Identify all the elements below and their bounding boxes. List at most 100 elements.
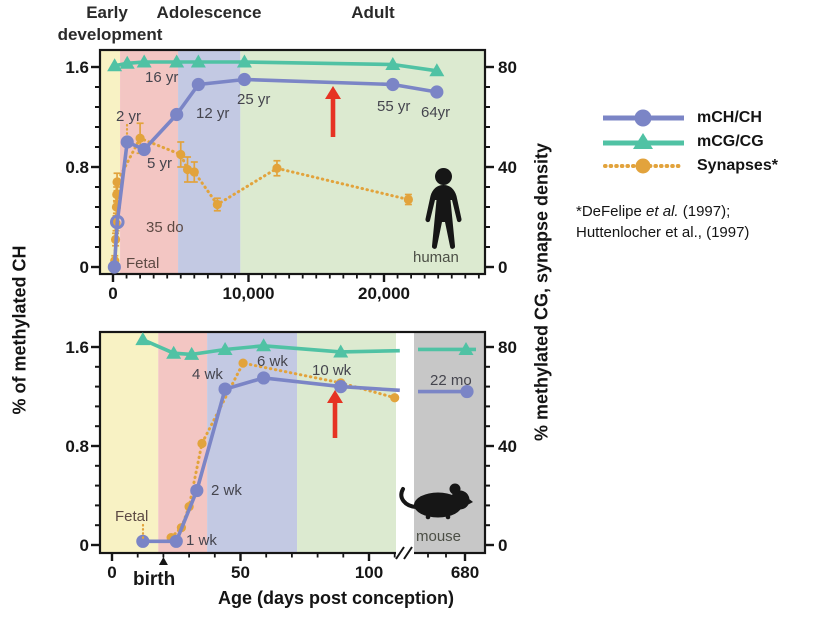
annotation-fetal: Fetal: [126, 255, 159, 272]
phase-label-early: Early: [86, 3, 128, 22]
synapses-marker: [272, 163, 282, 173]
mcg-cg-marker: [236, 54, 252, 68]
synapses-marker: [390, 393, 400, 403]
annotation-16-yr: 16 yr: [145, 69, 178, 86]
phase-label-adolescence: Adolescence: [156, 3, 262, 22]
y-tick-label-right: 80: [498, 338, 517, 357]
x-tick-label: 10,000: [223, 284, 275, 303]
red-arrow-head: [327, 390, 343, 403]
annotation-22-mo: 22 mo: [430, 372, 472, 389]
synapses-marker: [403, 194, 413, 205]
annotation-mouse: mouse: [416, 528, 461, 545]
axis-break-gap: [396, 550, 414, 557]
citation-line2: Huttenlocher et al., (1997): [576, 224, 750, 241]
x-tick-label: 680: [451, 563, 479, 582]
y-tick-label-left: 0.8: [65, 437, 89, 456]
mcg-cg-marker: [136, 54, 152, 68]
mcg-cg-marker: [169, 54, 185, 68]
mcg-cg-marker: [217, 341, 233, 355]
mcg-cg-marker: [429, 63, 445, 77]
mch-ch-marker: [257, 371, 271, 385]
mch-ch-marker: [218, 382, 232, 396]
y-axis-label-right: % methylated CG, synapse density: [531, 142, 552, 442]
y-tick-label-left: 0: [80, 536, 89, 555]
axis-break-slash: [403, 546, 413, 560]
mch-ch-marker: [136, 534, 150, 548]
region-adolescence: [207, 332, 298, 553]
mch-ch-marker: [334, 380, 348, 394]
mch-ch-marker: [430, 85, 444, 99]
mch-ch-marker: [386, 77, 400, 92]
legend-item-synapses: Synapses*: [600, 154, 778, 178]
annotation-55-yr: 55 yr: [377, 98, 410, 115]
region-adult: [297, 332, 396, 553]
synapses-marker: [212, 199, 222, 210]
y-tick-label-right: 40: [498, 158, 517, 177]
mcg-cg-marker: [135, 332, 151, 346]
x-tick-label: 20,000: [358, 284, 410, 303]
x-tick-label: 0: [107, 563, 116, 582]
annotation-1-wk: 1 wk: [186, 532, 217, 549]
mcg-cg-marker: [190, 54, 206, 68]
mcg-cg-marker: [119, 55, 135, 69]
mch-ch-marker: [107, 260, 121, 274]
mch-ch-marker: [120, 135, 134, 149]
x-tick-label: 0: [108, 284, 117, 303]
annotation-6-wk: 6 wk: [257, 353, 288, 370]
y-axis-label-left: % of methylated CH: [9, 245, 30, 415]
synapses-marker: [176, 149, 186, 160]
annotation-human: human: [413, 249, 459, 266]
y-tick-label-right: 0: [498, 258, 507, 277]
mcg-cg-marker: [256, 338, 272, 352]
annotation-5-yr: 5 yr: [147, 155, 172, 172]
y-tick-label-right: 80: [498, 58, 517, 77]
x-tick-label: 100: [355, 563, 383, 582]
legend-label-synapses: Synapses*: [697, 157, 778, 174]
synapses-marker: [135, 133, 145, 143]
phase-label-development: development: [57, 25, 163, 44]
annotation-birth: birth: [133, 569, 175, 590]
mcg-cg-marker: [166, 345, 182, 359]
legend-label-mcg: mCG/CG: [697, 133, 764, 150]
mcg-cg-marker: [385, 57, 401, 70]
mouse-icon: [399, 483, 473, 520]
synapses-marker: [238, 358, 248, 368]
annotation-10-wk: 10 wk: [312, 362, 352, 379]
mch-ch-marker: [170, 107, 184, 122]
region-adult-22mo: [414, 332, 485, 553]
annotation-fetal: Fetal: [115, 508, 148, 525]
y-tick-label-left: 1.6: [65, 338, 89, 357]
legend-label-mch: mCH/CH: [697, 109, 762, 126]
mch-line-icon: [603, 109, 684, 127]
annotation-25-yr: 25 yr: [237, 91, 270, 108]
mcg-line-icon: [603, 133, 684, 149]
mch-ch-marker: [137, 142, 151, 157]
synapses-marker: [189, 167, 199, 177]
annotation-12-yr: 12 yr: [196, 105, 229, 122]
mch-ch-marker: [191, 77, 205, 92]
y-tick-label-right: 0: [498, 536, 507, 555]
plot-frame: [98, 330, 487, 555]
red-arrow-head: [325, 86, 341, 99]
citation: *DeFelipe et al. (1997); Huttenlocher et…: [576, 201, 749, 243]
annotation-4-wk: 4 wk: [192, 366, 223, 383]
phase-label-adult: Adult: [351, 3, 395, 22]
legend: mCH/CH mCG/CG Synapses*: [600, 106, 778, 178]
synapses-marker: [112, 177, 122, 187]
y-tick-label-left: 1.6: [65, 58, 89, 77]
annotation-35-do: 35 do: [146, 219, 184, 236]
y-tick-label-right: 40: [498, 437, 517, 456]
synapses-dotted-line-icon: [603, 158, 684, 174]
mcg-cg-marker: [107, 58, 123, 72]
mcg-cg-marker: [333, 344, 349, 358]
annotation-2-yr: 2 yr: [116, 108, 141, 125]
annotation-64yr: 64yr: [421, 104, 450, 121]
y-tick-label-left: 0.8: [65, 158, 89, 177]
region-adolescence: [178, 50, 241, 274]
birth-marker-arrow: [158, 557, 168, 565]
citation-line1: *DeFelipe et al. (1997);: [576, 203, 731, 220]
mch-ch-marker: [169, 534, 183, 548]
